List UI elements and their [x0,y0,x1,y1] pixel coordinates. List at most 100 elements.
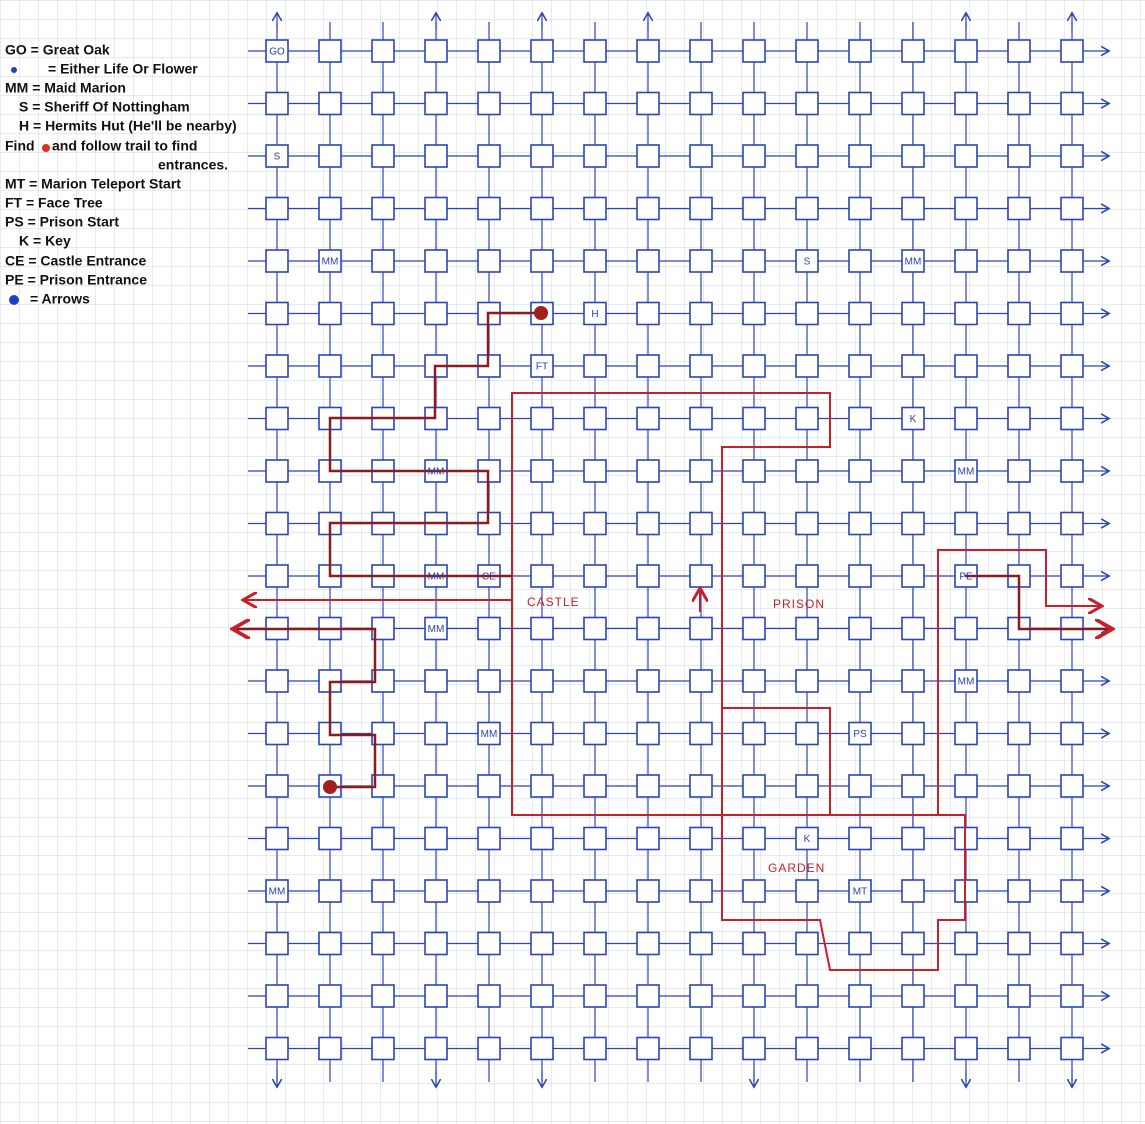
room [583,1036,607,1061]
room [848,301,872,326]
room [901,1036,925,1061]
room [1060,249,1084,273]
room [954,354,978,378]
room [583,669,607,693]
room [1060,91,1084,116]
cell-label: S [274,152,281,163]
room [848,826,872,851]
room [636,564,660,588]
room [424,144,448,168]
room [742,826,766,851]
room [424,249,448,273]
room [848,564,872,588]
room [265,144,289,168]
room [530,91,554,116]
cell-label: MM [481,729,498,740]
room [424,774,448,798]
room [424,301,448,326]
room [583,721,607,746]
room [371,91,395,116]
room [583,931,607,956]
room [742,459,766,483]
room [265,249,289,273]
room [530,1036,554,1061]
room [477,196,501,221]
region-label: CASTLE [527,595,580,609]
trails [235,311,1110,789]
room [1007,196,1031,221]
room [583,826,607,851]
trail [328,311,541,578]
room [371,1036,395,1061]
room [954,301,978,326]
room [424,616,448,641]
room [424,196,448,221]
room [689,564,713,588]
room [901,616,925,641]
legend-entry: CE = Castle Entrance [5,253,146,269]
room [795,669,819,693]
room [1007,249,1031,273]
room [636,616,660,641]
room [848,249,872,273]
room [424,984,448,1008]
room [636,91,660,116]
room [530,39,554,63]
room [636,669,660,693]
room [424,721,448,746]
room [636,459,660,483]
cell-label: MM [428,624,445,635]
room [901,564,925,588]
room [1007,879,1031,903]
room [636,511,660,536]
room [848,1036,872,1061]
room [795,144,819,168]
room [848,774,872,798]
room [371,144,395,168]
room [530,354,554,378]
room [742,564,766,588]
room [901,669,925,693]
room [848,984,872,1008]
room [530,826,554,851]
room [583,354,607,378]
room [371,196,395,221]
cell-label: MM [428,572,445,583]
cell-label: MM [905,257,922,268]
room [477,774,501,798]
room [265,826,289,851]
room [848,196,872,221]
room [901,931,925,956]
room [318,39,342,63]
room [901,39,925,63]
room [477,879,501,903]
room [371,721,395,746]
room [530,406,554,431]
room [371,301,395,326]
room [689,669,713,693]
room [265,39,289,63]
room [848,459,872,483]
room [530,721,554,746]
room [795,406,819,431]
room [742,39,766,63]
room [636,354,660,378]
room [318,91,342,116]
room [795,354,819,378]
room [424,931,448,956]
room [636,196,660,221]
room [742,406,766,431]
trail-start [534,306,548,320]
room [795,301,819,326]
legend-entry: MM = Maid Marion [5,80,126,96]
room [371,826,395,851]
room [742,774,766,798]
room [1007,406,1031,431]
room [954,511,978,536]
room [901,721,925,746]
room [901,459,925,483]
room [477,249,501,273]
room [530,511,554,536]
room [265,879,289,903]
room [689,826,713,851]
